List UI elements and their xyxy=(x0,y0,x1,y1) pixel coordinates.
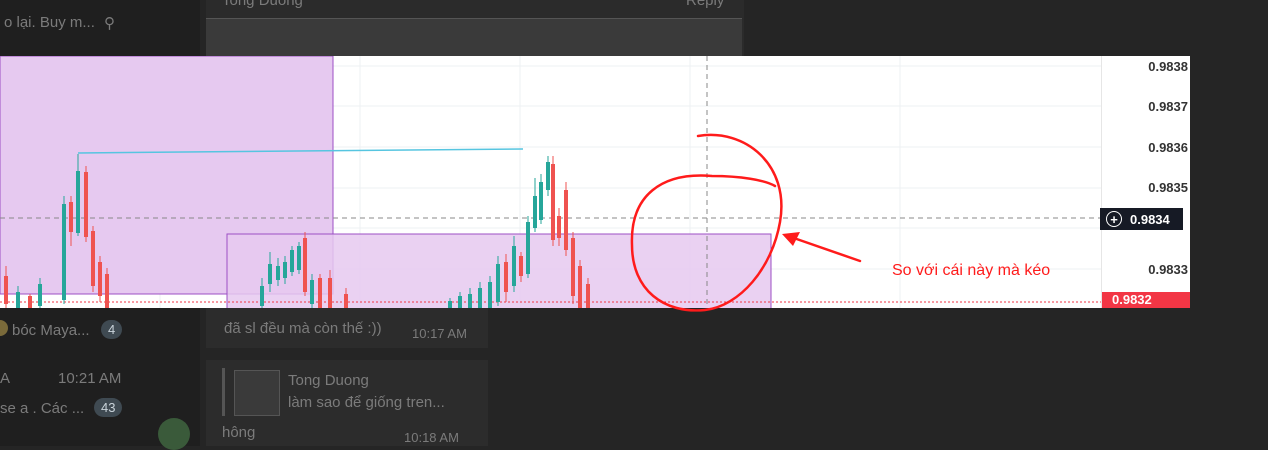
price-tick: 0.9838 xyxy=(1148,59,1188,74)
chat-preview-top[interactable]: o lại. Buy m... xyxy=(4,14,95,31)
avatar xyxy=(0,320,8,336)
pin-icon: ⚲ xyxy=(104,15,115,32)
reply-thumbnail xyxy=(234,370,280,416)
reply-name: Tong Duong xyxy=(288,372,369,389)
reply-link[interactable]: Reply xyxy=(686,0,725,9)
reply-bar xyxy=(222,368,225,416)
price-scale[interactable]: 0.9838 0.9837 0.9836 0.9835 0.9833 + 0.9… xyxy=(1100,56,1190,308)
annotation-text: So với cái này mà kéo xyxy=(892,262,1051,279)
candles xyxy=(4,154,590,308)
avatar xyxy=(158,418,190,450)
last-price-label: 0.9832 xyxy=(1102,292,1190,308)
chat-item-time: 10:21 AM xyxy=(58,370,122,387)
chat-item-preview[interactable]: se a . Các ... xyxy=(0,400,85,417)
chat-item-prefix: A xyxy=(0,370,11,387)
crosshair-price-value: 0.9834 xyxy=(1130,211,1170,227)
message-text: đã sl đều mà còn thế :)) xyxy=(224,320,382,337)
bottom-message-time: 10:18 AM xyxy=(404,430,459,445)
trendline[interactable] xyxy=(77,148,524,154)
price-tick: 0.9833 xyxy=(1148,262,1188,277)
price-tick: 0.9835 xyxy=(1148,180,1188,195)
bottom-message-text: hông xyxy=(222,424,256,441)
chart-canvas[interactable] xyxy=(0,56,1102,308)
header-sender-name: Tong Duong xyxy=(222,0,303,9)
unread-badge: 4 xyxy=(101,320,123,339)
message-bubble xyxy=(206,308,488,348)
reply-text: làm sao để giống tren... xyxy=(288,394,445,411)
unread-badge: 43 xyxy=(94,398,123,417)
chat-item-name[interactable]: bóc Maya... xyxy=(12,322,90,339)
price-tick: 0.9837 xyxy=(1148,99,1188,114)
plus-circle-icon[interactable]: + xyxy=(1106,211,1122,227)
crosshair-price-label: + 0.9834 xyxy=(1100,208,1183,230)
message-time: 10:17 AM xyxy=(412,326,467,341)
price-tick: 0.9836 xyxy=(1148,140,1188,155)
quoted-image-strip xyxy=(206,18,742,57)
chart-screenshot: 0.9838 0.9837 0.9836 0.9835 0.9833 + 0.9… xyxy=(0,56,1190,308)
